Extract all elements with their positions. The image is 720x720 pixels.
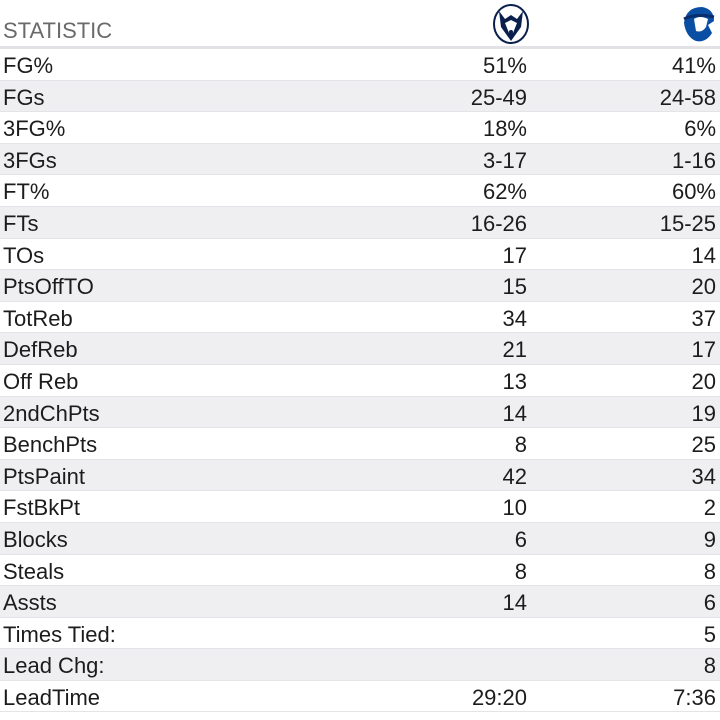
away-value: 17 xyxy=(691,337,716,363)
stat-row: Blocks 6 9 xyxy=(0,522,720,555)
stat-label: FG% xyxy=(3,53,54,78)
stat-label: Assts xyxy=(3,590,57,616)
stat-row: PtsOffTO 15 20 xyxy=(0,270,720,302)
stat-row: Steals 8 8 xyxy=(0,555,720,587)
stat-row: FGs 25-49 24-58 xyxy=(0,80,720,113)
stat-row: 2ndChPts 14 19 xyxy=(0,396,720,429)
away-value: 15-25 xyxy=(659,210,716,236)
stat-row: BenchPts 8 25 xyxy=(0,428,720,460)
home-value: 8 xyxy=(514,432,527,458)
away-value: 1-16 xyxy=(671,147,716,173)
stat-label: LeadTime xyxy=(3,684,101,710)
away-value: 8 xyxy=(703,558,716,584)
stat-row: Off Reb 13 20 xyxy=(0,365,720,397)
home-value: 18% xyxy=(482,116,527,142)
away-value: 37 xyxy=(691,305,716,331)
home-value: 14 xyxy=(502,400,527,426)
away-value: 20 xyxy=(691,274,716,300)
home-value: 25-49 xyxy=(470,84,527,110)
stat-label: Steals xyxy=(3,558,65,584)
stat-row: DefReb 21 17 xyxy=(0,333,720,365)
away-value: 25 xyxy=(691,432,716,458)
away-value: 34 xyxy=(691,463,716,489)
home-value: 8 xyxy=(514,558,527,584)
home-value: 51% xyxy=(482,53,527,78)
stat-row: TotReb 34 37 xyxy=(0,302,720,334)
stat-label: DefReb xyxy=(3,337,78,363)
away-value: 6 xyxy=(703,590,716,616)
home-value: 10 xyxy=(502,495,527,521)
home-value: 3-17 xyxy=(482,147,527,173)
home-value: 29:20 xyxy=(471,684,527,710)
stat-label: Blocks xyxy=(3,526,68,552)
stat-label: Lead Chg: xyxy=(3,653,105,679)
stat-label: TotReb xyxy=(3,305,73,331)
stat-label: 2ndChPts xyxy=(3,400,100,426)
header-title: STATISTIC xyxy=(3,18,113,43)
away-value: 6% xyxy=(684,116,716,142)
away-value: 19 xyxy=(691,400,716,426)
away-value: 9 xyxy=(703,526,716,552)
stat-label: PtsPaint xyxy=(3,463,85,489)
stat-label: FTs xyxy=(3,210,39,236)
home-value: 6 xyxy=(514,526,527,552)
home-value: 17 xyxy=(502,242,527,268)
stat-row: FstBkPt 10 2 xyxy=(0,491,720,523)
stat-row: 3FG% 18% 6% xyxy=(0,112,720,144)
stat-row: TOs 17 14 xyxy=(0,239,720,271)
header-row: STATISTIC xyxy=(0,0,720,49)
home-value: 16-26 xyxy=(470,210,527,236)
away-value: 24-58 xyxy=(659,84,716,110)
team-logo-away xyxy=(683,7,715,42)
away-value: 8 xyxy=(703,653,716,679)
stat-label: PtsOffTO xyxy=(3,274,94,300)
stat-label: 3FG% xyxy=(3,116,66,142)
stat-row: FTs 16-26 15-25 xyxy=(0,206,720,239)
home-value: 21 xyxy=(502,337,527,363)
away-value: 41% xyxy=(671,53,716,78)
away-value: 60% xyxy=(671,179,716,205)
away-value: 7:36 xyxy=(673,684,716,710)
stat-label: FT% xyxy=(3,179,50,205)
home-value: 13 xyxy=(502,368,527,394)
away-value: 20 xyxy=(691,368,716,394)
away-value: 5 xyxy=(703,621,716,647)
stat-row: Assts 14 6 xyxy=(0,586,720,618)
stat-row: Times Tied: 5 xyxy=(0,618,720,650)
home-value: 34 xyxy=(502,305,527,331)
home-value: 42 xyxy=(502,463,527,489)
stat-row: FT% 62% 60% xyxy=(0,175,720,207)
stat-label: TOs xyxy=(3,242,45,268)
table-body: FG% 51% 41% FGs 25-49 24-58 3FG% 18% 6% 3FGs 3-17 1… xyxy=(0,49,720,713)
stat-label: FstBkPt xyxy=(3,495,81,521)
stat-row: 3FGs 3-17 1-16 xyxy=(0,143,720,176)
team-logo-home xyxy=(493,4,529,44)
stat-label: BenchPts xyxy=(3,432,98,458)
stat-label: Times Tied: xyxy=(3,621,116,647)
away-value: 14 xyxy=(691,242,716,268)
stat-row: Lead Chg: 8 xyxy=(0,649,720,681)
home-value: 14 xyxy=(502,590,527,616)
stat-row: PtsPaint 42 34 xyxy=(0,459,720,492)
stat-label: FGs xyxy=(3,84,45,110)
stat-label: Off Reb xyxy=(3,368,79,394)
stat-row: LeadTime 29:20 7:36 xyxy=(0,681,720,713)
stat-label: 3FGs xyxy=(3,147,57,173)
home-value: 15 xyxy=(502,274,527,300)
stat-row: FG% 51% 41% xyxy=(0,49,720,81)
home-value: 62% xyxy=(482,179,527,205)
away-value: 2 xyxy=(703,495,716,521)
